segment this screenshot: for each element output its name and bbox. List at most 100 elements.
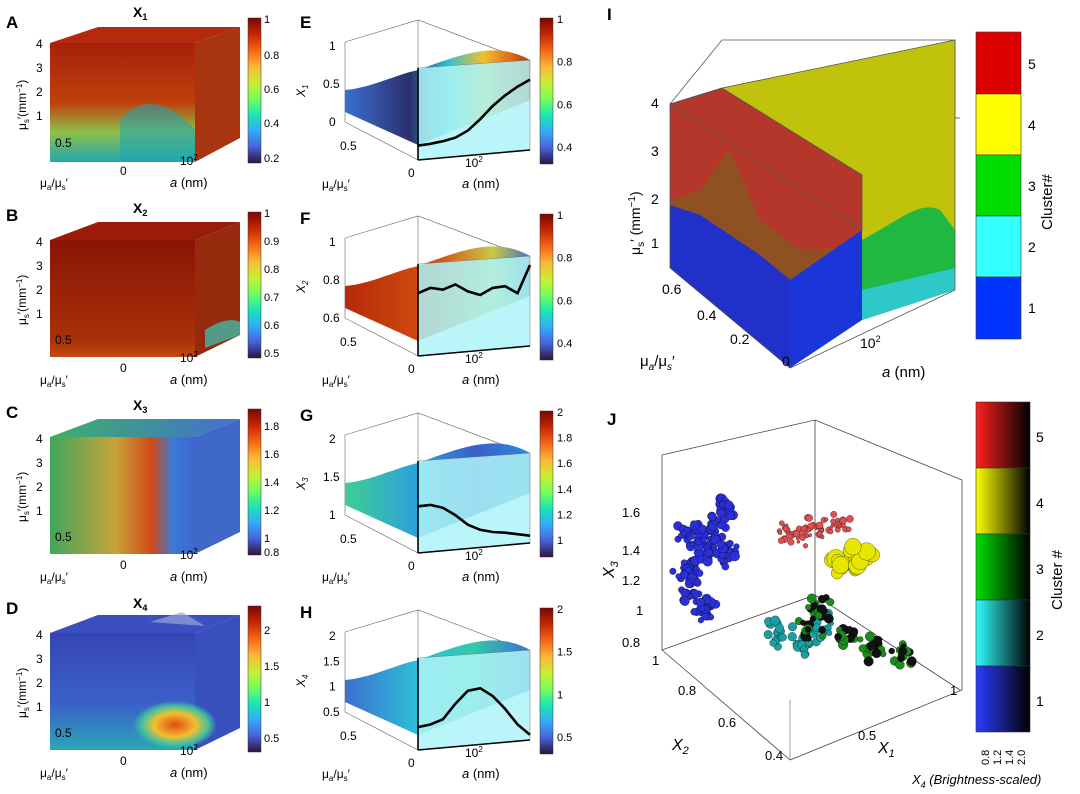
panel-c: C X3 4 3 2 1 μs′(mm−1) 0.5 0 102 μa/μs′ … bbox=[6, 397, 279, 586]
depth-axis-label: μa/μs′ bbox=[40, 766, 69, 782]
cb-tick: 1 bbox=[557, 689, 563, 701]
svg-text:1.4: 1.4 bbox=[264, 477, 279, 489]
y-tick: 2 bbox=[36, 85, 43, 99]
y-tick: 2 bbox=[36, 676, 43, 690]
cube-c bbox=[50, 419, 240, 554]
x-tick: 0 bbox=[408, 166, 415, 180]
z-tick: 1 bbox=[329, 39, 336, 53]
x-tick: 102 bbox=[180, 547, 198, 562]
panel-letter: G bbox=[300, 406, 313, 425]
x-axis-label: a (nm) bbox=[462, 766, 500, 781]
depth-tick: 0.5 bbox=[340, 335, 357, 349]
front-plane bbox=[417, 649, 531, 751]
scatter-point bbox=[819, 528, 824, 533]
scatter-point bbox=[779, 520, 785, 526]
depth-tick: 0.4 bbox=[697, 307, 717, 323]
z-axis-label: X3 bbox=[601, 560, 621, 579]
cb-tick: 5 bbox=[1028, 56, 1036, 72]
scatter-point bbox=[726, 510, 736, 520]
cb-tick: 1.2 bbox=[557, 509, 572, 521]
scatter-point bbox=[800, 650, 809, 659]
x2-tick: 1 bbox=[652, 653, 659, 668]
svg-text:1.2: 1.2 bbox=[264, 505, 279, 517]
y-tick: 1 bbox=[36, 700, 43, 714]
depth-tick: 0.5 bbox=[55, 136, 72, 150]
cb-tick: 1 bbox=[557, 14, 563, 26]
svg-text:1: 1 bbox=[264, 697, 270, 709]
cube-shade bbox=[150, 612, 205, 626]
region-cluster-1-side bbox=[790, 230, 862, 368]
panel-title: X2 bbox=[133, 200, 147, 218]
cb-tick: 0.6 bbox=[557, 295, 572, 307]
scatter-point bbox=[800, 619, 807, 626]
cb-tick: 4 bbox=[1028, 117, 1036, 133]
colorbar bbox=[247, 408, 262, 556]
region-cluster-2 bbox=[862, 268, 955, 320]
svg-text:0.9: 0.9 bbox=[264, 236, 279, 248]
scatter-point bbox=[726, 539, 734, 548]
z-tick: 0.5 bbox=[323, 705, 340, 719]
svg-text:0.4: 0.4 bbox=[264, 118, 279, 130]
colorbar-ticks: 1 0.9 0.8 0.7 0.6 0.5 bbox=[264, 208, 279, 360]
scatter-point bbox=[805, 635, 812, 642]
cb-tick: 1 bbox=[1028, 300, 1036, 316]
svg-text:0.6: 0.6 bbox=[264, 84, 279, 96]
colorbar-label: Cluster # bbox=[1049, 549, 1066, 610]
front-plane bbox=[417, 452, 531, 554]
svg-text:1: 1 bbox=[264, 208, 270, 220]
cb-tick: 1 bbox=[557, 210, 563, 222]
x-tick: 102 bbox=[465, 351, 483, 366]
y-tick: 2 bbox=[36, 480, 43, 494]
scatter-point bbox=[841, 523, 846, 528]
colorbar-ticks: 2 1.5 1 0.5 bbox=[264, 625, 279, 745]
x-tick: 102 bbox=[860, 334, 881, 351]
cb-tick: 3 bbox=[1028, 178, 1036, 194]
depth-axis-label: μa/μs′ bbox=[322, 570, 351, 586]
scatter-point bbox=[724, 500, 734, 510]
cb-tick: 0.6 bbox=[557, 99, 572, 111]
x-tick: 102 bbox=[465, 155, 483, 170]
y-tick: 4 bbox=[651, 95, 659, 111]
scatter-point bbox=[680, 588, 690, 598]
scatter-point bbox=[805, 514, 813, 522]
z-tick: 0.8 bbox=[323, 273, 340, 287]
y-axis-label: μs′(mm−1) bbox=[15, 472, 31, 522]
scatter-point bbox=[796, 540, 801, 544]
cube-a bbox=[50, 27, 240, 162]
z-tick: 0.6 bbox=[323, 311, 340, 325]
svg-text:0.5: 0.5 bbox=[264, 733, 279, 745]
z-tick: 1 bbox=[329, 508, 336, 522]
cube-right bbox=[195, 419, 240, 554]
scatter-point bbox=[816, 521, 824, 529]
scatter-point bbox=[718, 501, 726, 508]
cb-tick: 4 bbox=[1036, 495, 1044, 511]
y-axis-label: μs′(mm−1) bbox=[15, 275, 31, 325]
cb-tick: 0.4 bbox=[557, 338, 572, 350]
cb-bottom-tick: 1.4 bbox=[1004, 750, 1016, 765]
depth-tick: 0.5 bbox=[55, 530, 72, 544]
z-axis-label: X4 bbox=[294, 674, 310, 688]
depth-tick: 0.5 bbox=[340, 532, 357, 546]
x-tick: 0 bbox=[120, 361, 127, 375]
scatter-point bbox=[788, 622, 797, 632]
front-curve bbox=[417, 264, 532, 297]
panel-letter: B bbox=[6, 206, 18, 225]
y-tick: 3 bbox=[36, 61, 43, 75]
scatter-point bbox=[774, 623, 784, 633]
front-curve bbox=[417, 78, 531, 147]
depth-axis-label: μa/μs′ bbox=[40, 176, 69, 192]
y-tick: 3 bbox=[36, 456, 43, 470]
scatter-point bbox=[906, 656, 917, 667]
cube-front bbox=[50, 437, 195, 554]
cb-tick: 1.8 bbox=[557, 433, 572, 445]
svg-text:0.8: 0.8 bbox=[264, 264, 279, 276]
x-axis-label: a (nm) bbox=[170, 569, 208, 584]
cb-tick: 1.4 bbox=[557, 484, 572, 496]
panel-j: J 1.6 1.4 1.2 1 0.8 X3 1 0.8 0.6 0.4 1 0… bbox=[601, 401, 1066, 790]
scatter-point bbox=[805, 604, 812, 611]
scatter-point bbox=[845, 626, 854, 634]
panel-e: E 1 0.5 0 X1 0.5 0 102 μa/μs′ a (nm) 1 0.8 0.6 0.4 bbox=[294, 13, 572, 193]
panel-f: F 1 0.8 0.6 X2 0.5 0 102 μa/μs′ a (nm) 1 0.8 0.6 0.4 bbox=[294, 209, 572, 389]
region-cluster-1-front bbox=[670, 205, 790, 368]
